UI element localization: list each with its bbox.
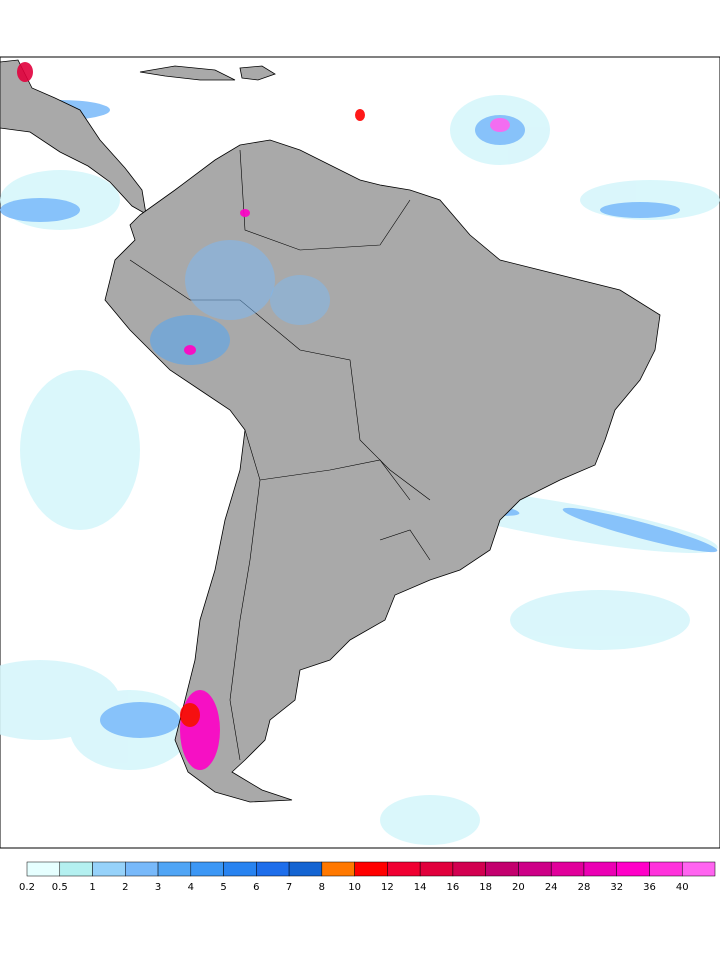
colorbar-label: 36 — [643, 882, 656, 893]
colorbar-box — [321, 861, 355, 877]
colorbar-box — [649, 861, 683, 877]
colorbar-label: 4 — [188, 882, 194, 893]
colorbar-label: 16 — [447, 882, 460, 893]
colorbar-box — [256, 861, 290, 877]
colorbar-label: 2 — [122, 882, 128, 893]
central-america — [0, 59, 147, 215]
colorbar-box — [125, 861, 159, 877]
colorbar-box — [157, 861, 192, 877]
colorbar-box — [452, 861, 486, 877]
south-america — [104, 139, 661, 803]
colorbar-box — [387, 861, 421, 877]
precip-over-land — [17, 62, 510, 770]
colorbar-box — [616, 861, 650, 877]
colorbar-label: 8 — [319, 882, 325, 893]
colorbar-label: 40 — [676, 882, 689, 893]
colorbar-box — [681, 861, 716, 877]
colorbar-box — [59, 861, 93, 877]
hispaniola — [239, 65, 276, 81]
map — [0, 56, 720, 849]
colorbar-label: 32 — [610, 882, 623, 893]
colorbar-label: 3 — [155, 882, 161, 893]
colorbar-box — [518, 861, 552, 877]
colorbar-label: 0.2 — [19, 882, 35, 893]
colorbar-label: 14 — [414, 882, 427, 893]
colorbar: 0.2 0.5 1 2 3 4 5 6 7 8 10 12 14 16 18 20 24 28 32 36 40 — [19, 861, 716, 893]
colorbar-box — [190, 861, 224, 877]
colorbar-label: 12 — [381, 882, 394, 893]
colorbar-label: 7 — [286, 882, 292, 893]
colorbar-label: 10 — [348, 882, 361, 893]
colorbar-box — [583, 861, 617, 877]
colorbar-box — [26, 861, 61, 877]
colorbar-box — [288, 861, 323, 877]
colorbar-label: 18 — [479, 882, 492, 893]
colorbar-label: 24 — [545, 882, 558, 893]
colorbar-label: 20 — [512, 882, 525, 893]
colorbar-label: 6 — [253, 882, 259, 893]
colorbar-box — [419, 861, 454, 877]
colorbar-box — [92, 861, 126, 877]
borders — [129, 149, 431, 761]
colorbar-label: 1 — [89, 882, 95, 893]
colorbar-box — [223, 861, 257, 877]
cuba — [139, 65, 236, 81]
colorbar-label: 0.5 — [52, 882, 68, 893]
colorbar-label: 5 — [220, 882, 226, 893]
colorbar-box — [354, 861, 388, 877]
colorbar-box — [550, 861, 585, 877]
colorbar-label: 28 — [578, 882, 591, 893]
colorbar-box — [485, 861, 519, 877]
